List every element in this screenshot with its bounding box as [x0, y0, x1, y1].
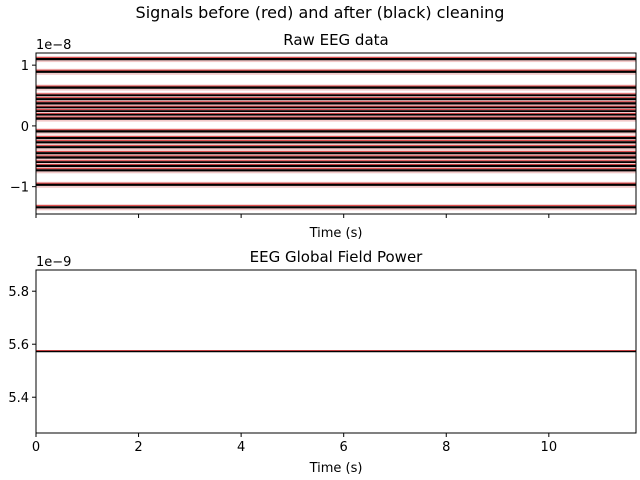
figure-title: Signals before (red) and after (black) c… [136, 3, 505, 22]
raw-eeg-panel: Raw EEG data 1e−8 1 0 −1 Time (s) [10, 31, 637, 241]
panel0-y-tick-label-2: −1 [10, 181, 29, 196]
gfp-x-tick-label-4: 8 [442, 440, 450, 455]
gfp-title: EEG Global Field Power [250, 248, 424, 266]
gfp-offset-text: 1e−9 [36, 255, 71, 270]
gfp-axis-ticks: 0 2 4 6 8 10 5.8 5.6 5.4 [8, 285, 557, 455]
raw-eeg-axis-ticks: 1 0 −1 [10, 59, 550, 218]
gfp-traces [36, 350, 636, 353]
panel0-y-tick-label-1: 0 [21, 120, 29, 135]
raw-eeg-offset-text: 1e−8 [36, 38, 71, 53]
panel1-y-tick-label-1: 5.6 [8, 338, 29, 353]
gfp-x-tick-label-1: 2 [134, 440, 142, 455]
raw-eeg-title: Raw EEG data [283, 31, 388, 49]
gfp-x-tick-label-5: 10 [541, 440, 558, 455]
gfp-x-tick-label-3: 6 [340, 440, 348, 455]
gfp-panel: EEG Global Field Power 1e−9 0 2 4 6 8 10 5.8 5.… [8, 248, 637, 476]
panel1-y-tick-label-2: 5.4 [8, 391, 29, 406]
raw-eeg-traces [36, 56, 636, 211]
panel0-y-tick-label-0: 1 [21, 59, 29, 74]
gfp-x-tick-label-0: 0 [32, 440, 40, 455]
gfp-x-tick-label-2: 4 [237, 440, 245, 455]
raw-eeg-axes-frame [35, 52, 637, 215]
panel1-y-tick-label-0: 5.8 [8, 285, 29, 300]
gfp-xlabel: Time (s) [309, 461, 363, 476]
raw-eeg-xlabel: Time (s) [309, 226, 363, 241]
gfp-axes-frame [35, 269, 637, 434]
